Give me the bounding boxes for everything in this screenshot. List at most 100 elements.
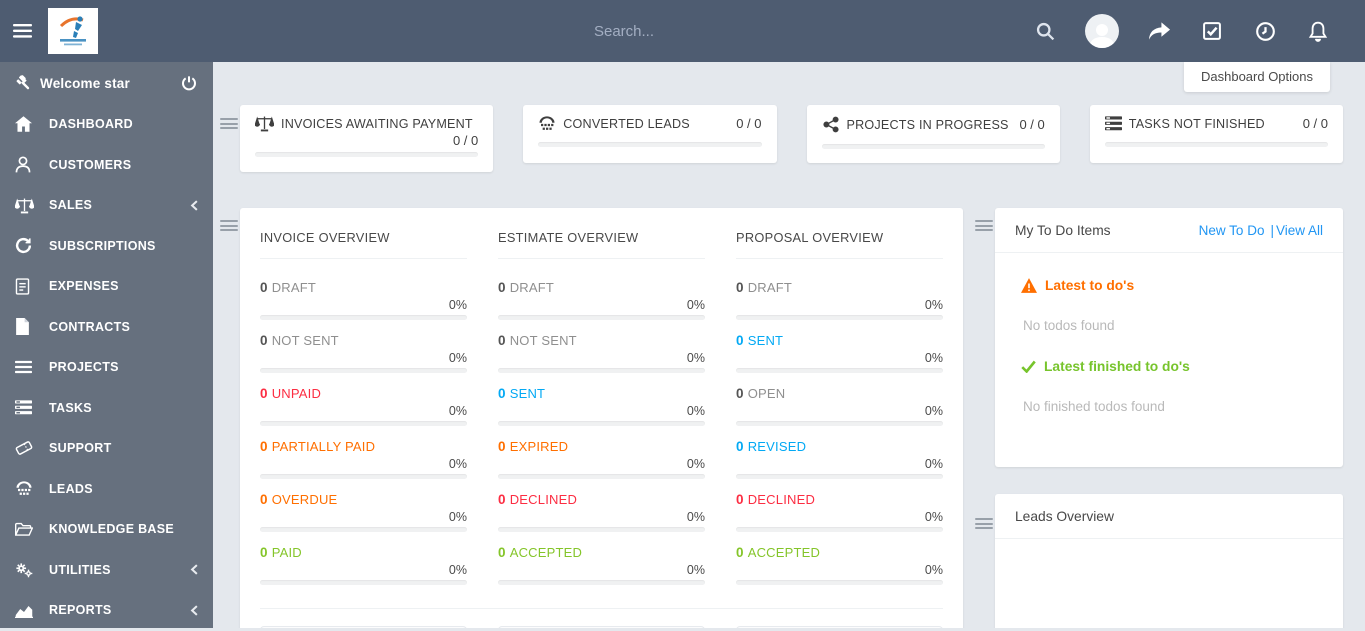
content-row: INVOICE OVERVIEW 0 DRAFT 0% 0 NOT SENT 0% 0 UNPA… bbox=[220, 208, 1343, 628]
menu-toggle-icon[interactable] bbox=[0, 0, 44, 62]
status-label: OVERDUE bbox=[271, 492, 338, 507]
status-label: NOT SENT bbox=[509, 333, 577, 348]
new-todo-link[interactable]: New To Do bbox=[1198, 223, 1265, 238]
progress-bar bbox=[260, 421, 467, 426]
overview-columns: INVOICE OVERVIEW 0 DRAFT 0% 0 NOT SENT 0% 0 UNPA… bbox=[260, 230, 943, 598]
sidebar-nav: DASHBOARD CUSTOMERS SALES SUBSCRIPTIONS EXPE… bbox=[0, 104, 213, 631]
status-label: PARTIALLY PAID bbox=[271, 439, 376, 454]
sidebar-item-leads[interactable]: LEADS bbox=[0, 469, 213, 510]
stat-card-label: INVOICES AWAITING PAYMENT bbox=[281, 116, 473, 131]
avatar[interactable] bbox=[1085, 14, 1119, 48]
status-percent: 0% bbox=[448, 563, 467, 577]
progress-bar bbox=[498, 315, 705, 320]
sidebar-item-label: EXPENSES bbox=[49, 279, 119, 294]
sidebar-item-dashboard[interactable]: DASHBOARD bbox=[0, 104, 213, 145]
progress-bar bbox=[538, 142, 762, 147]
latest-todos-heading-text: Latest to do's bbox=[1045, 278, 1135, 293]
status-count: 0 bbox=[498, 280, 506, 295]
sidebar-item-projects[interactable]: PROJECTS bbox=[0, 347, 213, 388]
sidebar-item-knowledge-base[interactable]: KNOWLEDGE BASE bbox=[0, 509, 213, 550]
sidebar-item-label: LEADS bbox=[49, 481, 93, 496]
overview-row-label-line: 0 ACCEPTED bbox=[736, 545, 943, 560]
sidebar-item-contracts[interactable]: CONTRACTS bbox=[0, 307, 213, 348]
progress-bar bbox=[736, 368, 943, 373]
drag-handle-icon[interactable] bbox=[975, 518, 993, 532]
progress-bar bbox=[498, 527, 705, 532]
status-count: 0 bbox=[736, 492, 744, 507]
app-logo[interactable] bbox=[48, 8, 98, 54]
status-percent: 0% bbox=[686, 351, 705, 365]
sidebar-item-tasks[interactable]: TASKS bbox=[0, 388, 213, 429]
area-chart-icon bbox=[15, 603, 49, 618]
status-label: SENT bbox=[747, 333, 784, 348]
stat-card-tasks-not-finished: TASKS NOT FINISHED 0 / 0 bbox=[1089, 105, 1343, 163]
overview-row-paid: 0 PAID 0% bbox=[260, 545, 467, 585]
overview-row-partially-paid: 0 PARTIALLY PAID 0% bbox=[260, 439, 467, 479]
overview-row-label-line: 0 OPEN bbox=[736, 386, 943, 401]
overview-column-invoice-overview: INVOICE OVERVIEW 0 DRAFT 0% 0 NOT SENT 0% 0 UNPA… bbox=[260, 230, 467, 598]
leads-overview-panel: Leads Overview bbox=[975, 494, 1343, 628]
bars-icon bbox=[15, 360, 49, 374]
status-label: ACCEPTED bbox=[509, 545, 583, 560]
overview-row-label-line: 0 PAID bbox=[260, 545, 467, 560]
sidebar-item-label: UTILITIES bbox=[49, 562, 111, 577]
status-percent: 0% bbox=[924, 351, 943, 365]
status-count: 0 bbox=[260, 545, 268, 560]
drag-handle-icon[interactable] bbox=[220, 220, 238, 234]
document-icon bbox=[15, 278, 49, 295]
status-label: REVISED bbox=[747, 439, 807, 454]
sidebar-item-label: KNOWLEDGE BASE bbox=[49, 522, 175, 537]
check-icon bbox=[1021, 360, 1036, 373]
sidebar-item-utilities[interactable]: UTILITIES bbox=[0, 550, 213, 591]
folder-open-icon bbox=[15, 522, 49, 537]
sidebar-item-sales[interactable]: SALES bbox=[0, 185, 213, 226]
timer-clock-icon[interactable] bbox=[1252, 18, 1278, 44]
overview-row-label-line: 0 SENT bbox=[498, 386, 705, 401]
todo-panel: My To Do Items New To Do | View All Latest… bbox=[995, 208, 1343, 467]
sidebar-item-support[interactable]: SUPPORT bbox=[0, 428, 213, 469]
progress-bar bbox=[736, 315, 943, 320]
todo-check-square-icon[interactable] bbox=[1199, 18, 1225, 44]
logout-power-icon[interactable] bbox=[181, 75, 197, 91]
overview-column-title: PROPOSAL OVERVIEW bbox=[736, 230, 884, 245]
stat-card-value: 0 / 0 bbox=[1019, 117, 1045, 132]
leads-panel-title: Leads Overview bbox=[1015, 509, 1114, 524]
view-all-todos-link[interactable]: View All bbox=[1275, 223, 1323, 238]
status-count: 0 bbox=[736, 280, 744, 295]
redirect-arrow-icon[interactable] bbox=[1146, 18, 1172, 44]
progress-bar bbox=[260, 527, 467, 532]
latest-todos-heading: Latest to do's bbox=[1021, 278, 1317, 293]
sidebar-item-label: SUBSCRIPTIONS bbox=[49, 238, 156, 253]
drag-handle-icon[interactable] bbox=[975, 220, 993, 234]
search-input[interactable] bbox=[414, 22, 834, 40]
sidebar-item-label: REPORTS bbox=[49, 603, 112, 618]
right-column: My To Do Items New To Do | View All Latest… bbox=[975, 208, 1343, 628]
notifications-bell-icon[interactable] bbox=[1305, 18, 1331, 44]
status-count: 0 bbox=[498, 545, 506, 560]
status-label: ACCEPTED bbox=[747, 545, 821, 560]
overview-row-revised: 0 REVISED 0% bbox=[736, 439, 943, 479]
status-count: 0 bbox=[736, 439, 744, 454]
overview-row-overdue: 0 OVERDUE 0% bbox=[260, 492, 467, 532]
dashboard-options-button[interactable]: Dashboard Options bbox=[1183, 62, 1330, 92]
status-percent: 0% bbox=[448, 298, 467, 312]
status-count: 0 bbox=[498, 333, 506, 348]
sidebar-item-subscriptions[interactable]: SUBSCRIPTIONS bbox=[0, 226, 213, 267]
status-percent: 0% bbox=[448, 510, 467, 524]
status-label: SENT bbox=[509, 386, 546, 401]
sidebar-item-expenses[interactable]: EXPENSES bbox=[0, 266, 213, 307]
overview-column-title: INVOICE OVERVIEW bbox=[260, 230, 390, 245]
status-count: 0 bbox=[498, 439, 506, 454]
status-label: OPEN bbox=[747, 386, 786, 401]
search-icon[interactable] bbox=[1032, 18, 1058, 44]
status-percent: 0% bbox=[686, 510, 705, 524]
overview-row-declined: 0 DECLINED 0% bbox=[736, 492, 943, 532]
finished-todos-heading-text: Latest finished to do's bbox=[1044, 359, 1190, 374]
overview-row-draft: 0 DRAFT 0% bbox=[498, 280, 705, 320]
status-label: UNPAID bbox=[271, 386, 322, 401]
sidebar-item-customers[interactable]: CUSTOMERS bbox=[0, 145, 213, 186]
drag-handle-icon[interactable] bbox=[220, 118, 238, 132]
person-icon bbox=[15, 156, 49, 173]
sidebar-item-reports[interactable]: REPORTS bbox=[0, 590, 213, 631]
